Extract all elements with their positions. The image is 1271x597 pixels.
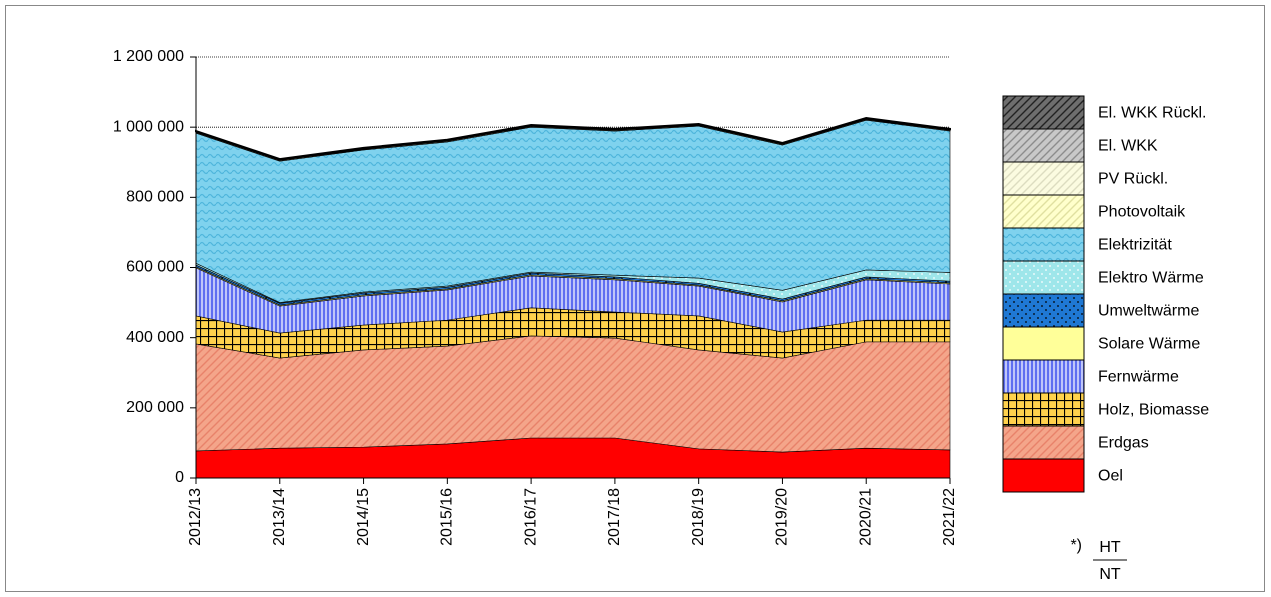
x-tick-label: 2021/22 bbox=[941, 488, 958, 546]
y-tick-label: 800 000 bbox=[126, 189, 184, 206]
x-tick-label: 2018/19 bbox=[690, 488, 707, 546]
legend-swatch bbox=[1002, 458, 1085, 493]
x-tick-label: 2015/16 bbox=[439, 488, 456, 546]
legend-swatch bbox=[1002, 392, 1085, 427]
y-tick-label: 1 000 000 bbox=[113, 118, 184, 135]
x-tick-label: 2017/18 bbox=[606, 488, 623, 546]
y-tick-label: 1 200 000 bbox=[113, 48, 184, 65]
area bbox=[195, 117, 951, 161]
legend-label: Elektrizität bbox=[1098, 237, 1172, 254]
legend-swatch bbox=[1002, 194, 1085, 229]
legend-label: Fernwärme bbox=[1098, 369, 1179, 386]
legend-swatch bbox=[1002, 293, 1085, 328]
x-tick-label: 2014/15 bbox=[355, 488, 372, 546]
x-tick-label: 2019/20 bbox=[774, 488, 791, 546]
legend-swatch bbox=[1002, 326, 1085, 361]
y-tick-label: 200 000 bbox=[126, 399, 184, 416]
y-tick-label: 600 000 bbox=[126, 259, 184, 276]
legend-swatch bbox=[1002, 260, 1085, 295]
legend-swatch bbox=[1002, 227, 1085, 262]
legend-swatch bbox=[1002, 161, 1085, 196]
legend-swatch bbox=[1002, 425, 1085, 460]
footnote-denominator: NT bbox=[1099, 566, 1121, 583]
y-tick-label: 400 000 bbox=[126, 329, 184, 346]
x-tick-label: 2020/21 bbox=[857, 488, 874, 546]
legend-label: Solare Wärme bbox=[1098, 336, 1200, 353]
x-tick-label: 2013/14 bbox=[271, 488, 288, 546]
legend-swatch bbox=[1002, 128, 1085, 163]
x-tick-label: 2016/17 bbox=[522, 488, 539, 546]
legend-label: Oel bbox=[1098, 468, 1123, 485]
legend-label: El. WKK Rückl. bbox=[1098, 105, 1206, 122]
legend-label: Umweltwärme bbox=[1098, 303, 1199, 320]
legend-label: Holz, Biomasse bbox=[1098, 402, 1209, 419]
legend-label: Erdgas bbox=[1098, 435, 1149, 452]
legend-swatch bbox=[1002, 359, 1085, 394]
legend-label: El. WKK bbox=[1098, 138, 1158, 155]
legend-label: Photovoltaik bbox=[1098, 204, 1186, 221]
legend-label: PV Rückl. bbox=[1098, 171, 1168, 188]
footnote-numerator: HT bbox=[1099, 539, 1121, 556]
x-tick-label: 2012/13 bbox=[187, 488, 204, 546]
footnote-marker: *) bbox=[1070, 537, 1082, 554]
y-tick-label: 0 bbox=[175, 469, 184, 486]
legend-label: Elektro Wärme bbox=[1098, 270, 1204, 287]
legend-swatch bbox=[1002, 95, 1085, 130]
